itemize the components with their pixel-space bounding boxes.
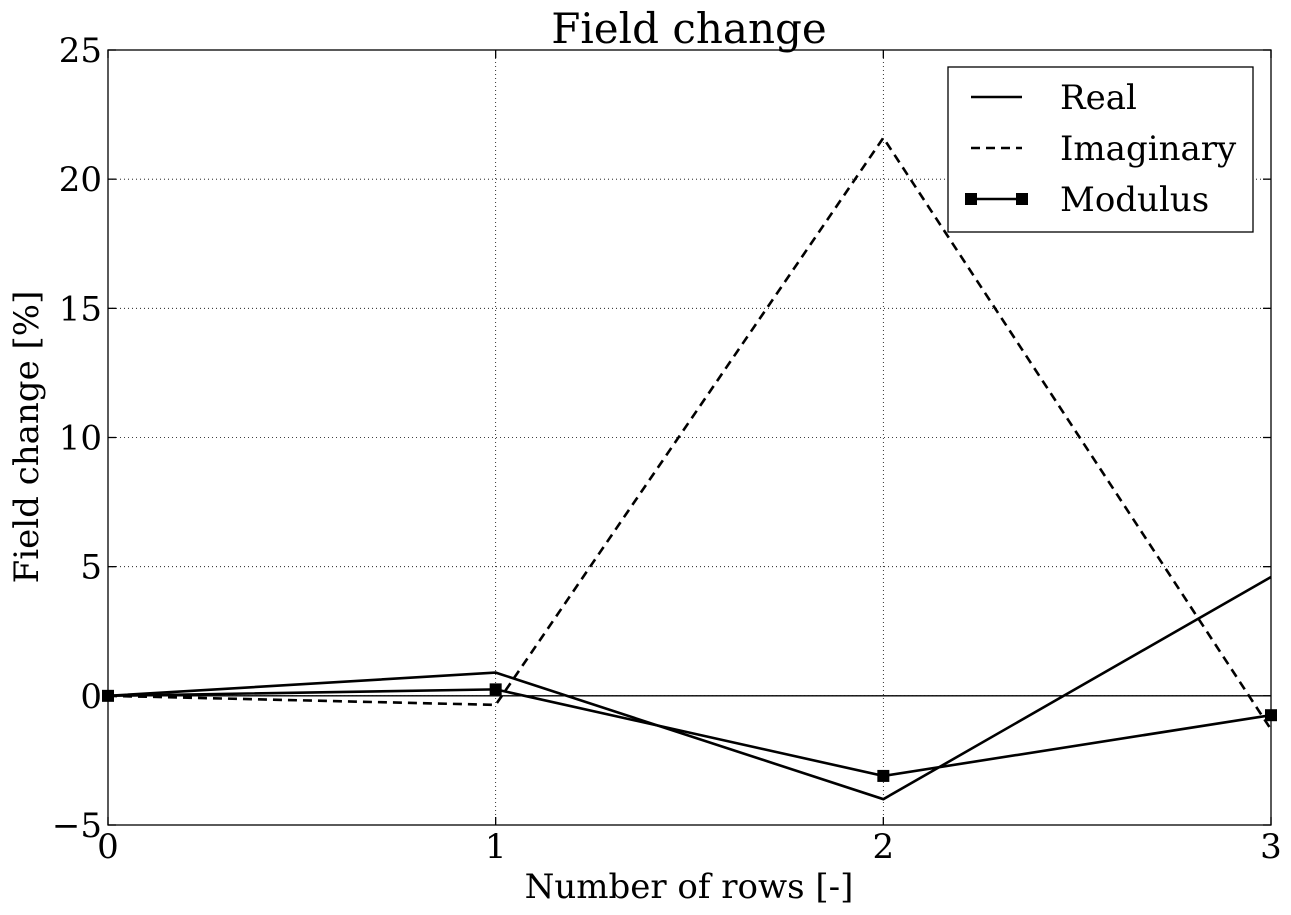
x-tick-label: 1 bbox=[485, 827, 507, 867]
x-axis-title: Number of rows [-] bbox=[525, 867, 854, 907]
legend-label-real: Real bbox=[1060, 78, 1137, 118]
y-tick-label: 5 bbox=[80, 548, 102, 588]
y-tick-label: 0 bbox=[80, 677, 102, 717]
x-tick-label: 0 bbox=[97, 827, 119, 867]
series-line-modulus bbox=[107, 688, 1272, 778]
series-lines bbox=[107, 135, 1273, 801]
axis-ticks bbox=[107, 49, 1272, 826]
legend-label-modulus: Modulus bbox=[1060, 180, 1209, 220]
x-tick-label: 2 bbox=[873, 827, 895, 867]
chart-title: Field change bbox=[551, 4, 827, 53]
legend-marker-modulus bbox=[965, 193, 977, 205]
x-tick-label: 3 bbox=[1260, 827, 1282, 867]
series-line-real bbox=[107, 575, 1272, 801]
y-tick-label: −5 bbox=[52, 806, 102, 846]
series-line-imaginary bbox=[107, 135, 1273, 731]
y-tick-label: 25 bbox=[59, 31, 102, 71]
y-tick-label: 10 bbox=[59, 419, 102, 459]
y-axis-tick-labels: −5 0 5 10 15 20 25 bbox=[52, 31, 102, 846]
legend: Real Imaginary Modulus bbox=[947, 66, 1254, 233]
legend-label-imaginary: Imaginary bbox=[1060, 129, 1237, 169]
data-point-modulus bbox=[877, 769, 890, 782]
x-axis-tick-labels: 0 1 2 3 bbox=[97, 827, 1282, 867]
legend-frame bbox=[947, 66, 1254, 233]
legend-marker-modulus bbox=[1016, 193, 1028, 205]
y-tick-label: 20 bbox=[59, 160, 102, 200]
legend-entries: Real Imaginary Modulus bbox=[965, 78, 1237, 220]
data-point-modulus bbox=[489, 683, 502, 696]
y-axis-title: Field change [%] bbox=[7, 291, 47, 584]
y-tick-label: 15 bbox=[59, 289, 102, 329]
